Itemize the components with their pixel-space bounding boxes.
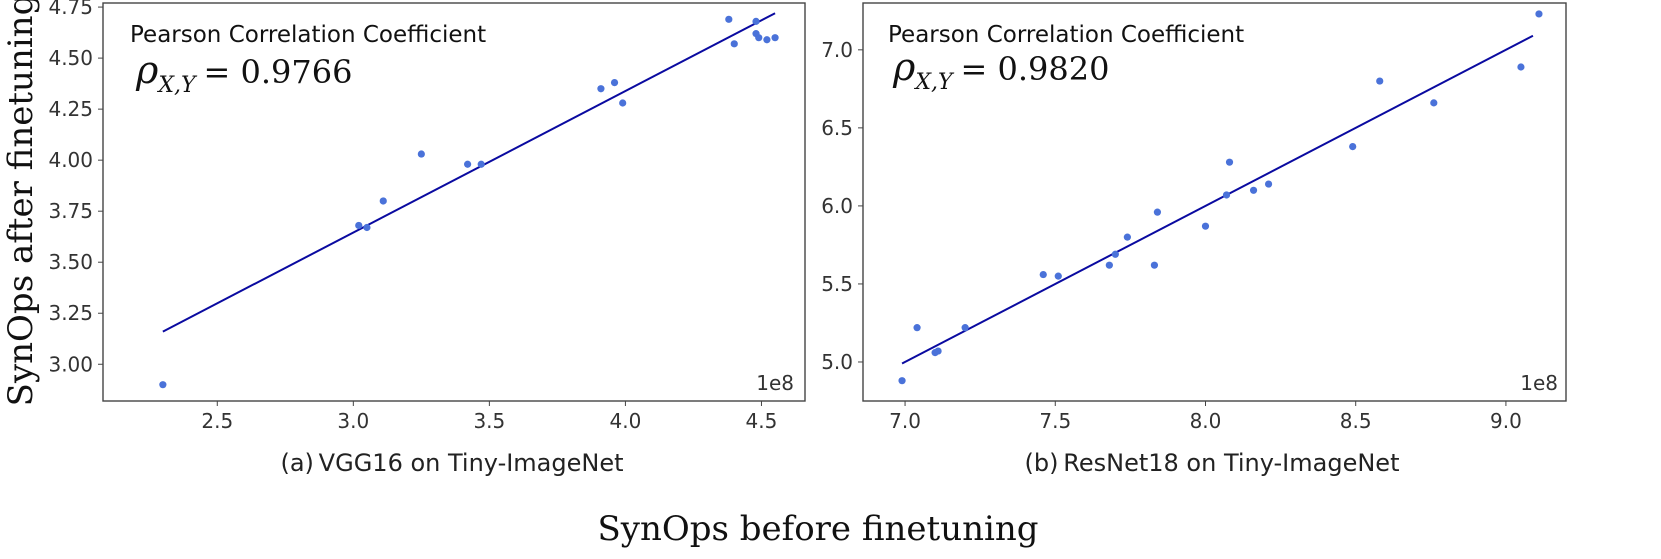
- panel-b-rho-value: = 0.9820: [961, 50, 1110, 88]
- panel-b-annotation: Pearson Correlation Coefficient: [888, 22, 1244, 48]
- panel-b-ytick-label: 5.0: [821, 350, 853, 374]
- panel-b-data-point: [1535, 10, 1543, 18]
- panel-b-data-point: [1123, 233, 1131, 241]
- panel-a-data-point: [752, 17, 760, 25]
- panel-a-offset-label: 1e8: [756, 371, 794, 395]
- figure-xlabel: SynOps before finetuning: [597, 509, 1038, 549]
- panel-a-axes-frame: [102, 2, 806, 402]
- panel-b-ytick-label: 6.0: [821, 194, 853, 218]
- panel-b-fit-line: [901, 34, 1534, 365]
- panel-b-xtick-label: 7.0: [889, 409, 921, 433]
- panel-b-rho: ρX,Y = 0.9820: [892, 45, 1109, 95]
- panel-a-rho-symbol: ρ: [135, 48, 159, 92]
- panel-a-data-point: [477, 160, 485, 168]
- panel-b-ytick-label: 7.0: [821, 38, 853, 62]
- panel-b-data-point: [961, 324, 969, 332]
- panel-a-ytick-label: 4.25: [48, 97, 93, 121]
- panel-b-data-point: [913, 324, 921, 332]
- panel-a-data-point: [363, 223, 371, 232]
- panel-b-xtick-label: 8.0: [1190, 409, 1222, 433]
- panel-b-rho-symbol: ρ: [892, 45, 916, 89]
- panel-a-rho: ρX,Y = 0.9766: [135, 48, 352, 98]
- panel-b-data-point: [1201, 222, 1210, 230]
- panel-b-data-point: [1105, 261, 1113, 269]
- panel-a-rho-value: = 0.9766: [204, 53, 353, 91]
- panel-b-data-point: [1111, 250, 1119, 258]
- panel-a-data-point: [597, 85, 605, 93]
- panel-a-plot: 2.5 3.0 3.5 4.0 4.5 3.00 3.25 3.50 3.75 4.00 4.25 4…: [48, 0, 806, 433]
- panel-b-data-point: [1225, 158, 1234, 166]
- panel-b-data-point: [1376, 77, 1384, 85]
- panel-b-data-point: [1264, 180, 1273, 188]
- panel-a-data-point: [610, 79, 619, 87]
- panel-a-xtick-label: 4.5: [746, 409, 778, 433]
- panel-a-data-point: [417, 150, 425, 158]
- panel-b-ytick-label: 6.5: [821, 116, 853, 140]
- panel-b-data-point: [1150, 261, 1159, 269]
- panel-a-ytick-label: 3.50: [48, 250, 93, 274]
- panel-b-rho-subscript: X,Y: [913, 70, 955, 95]
- figure-ylabel: SynOps after finetuning: [1, 0, 41, 406]
- panel-b-offset-label: 1e8: [1520, 371, 1558, 395]
- panel-b-axes-frame: [862, 2, 1567, 402]
- panel-b-data-point: [1430, 99, 1438, 107]
- panel-b-data-point: [1222, 191, 1231, 199]
- panel-a-data-point: [379, 197, 387, 205]
- panel-a-ytick-label: 3.00: [48, 352, 93, 376]
- panel-a-data-point: [355, 221, 363, 230]
- panel-b-data-point: [1039, 270, 1047, 279]
- panel-a-ytick-label: 3.25: [48, 301, 93, 325]
- panel-a-annotation: Pearson Correlation Coefficient: [130, 22, 486, 48]
- panel-b-plot: 7.0 7.5 8.0 8.5 9.0 5.0 5.5 6.0 6.5 7.0: [821, 2, 1567, 433]
- panel-b-data-point: [934, 347, 942, 355]
- panel-a-data-point: [763, 36, 771, 44]
- panel-b-data-point: [1249, 186, 1258, 194]
- panel-b-ytick-label: 5.5: [821, 272, 853, 296]
- panel-a-ytick-label: 4.00: [48, 148, 93, 172]
- panel-a: 2.5 3.0 3.5 4.0 4.5 3.00 3.25 3.50 3.75 4.00 4.25 4…: [48, 0, 806, 477]
- panel-a-xtick-label: 3.5: [473, 409, 505, 433]
- panel-b-data-point: [1349, 142, 1357, 151]
- panel-a-ytick-label: 4.50: [48, 46, 93, 70]
- panel-a-fit-line: [162, 12, 776, 333]
- panel-a-data-point: [730, 40, 738, 48]
- panel-a-data-point: [771, 34, 779, 42]
- panel-b-xtick-label: 8.5: [1340, 409, 1372, 433]
- panel-a-xtick-label: 3.0: [337, 409, 369, 433]
- panel-b-data-point: [1054, 272, 1062, 280]
- panel-a-ytick-label: 4.75: [48, 0, 93, 19]
- panel-b-xtick-label: 7.5: [1039, 409, 1071, 433]
- panel-a-data-point: [619, 99, 627, 107]
- panel-b-data-point: [898, 377, 906, 385]
- panel-a-xtick-label: 2.5: [201, 409, 233, 433]
- panel-b-xtick-label: 9.0: [1490, 409, 1522, 433]
- panel-a-xtick-label: 4.0: [610, 409, 642, 433]
- panel-a-rho-subscript: X,Y: [156, 73, 198, 98]
- panel-b-data-point: [1517, 63, 1525, 71]
- panel-a-data-point: [464, 160, 472, 168]
- panel-a-subtitle: (a) VGG16 on Tiny-ImageNet: [280, 449, 623, 477]
- panel-a-data-point: [159, 381, 167, 389]
- panel-b-subtitle: (b) ResNet18 on Tiny-ImageNet: [1025, 449, 1400, 477]
- panel-a-data-point: [755, 34, 763, 42]
- panel-a-ytick-label: 3.75: [48, 199, 93, 223]
- panel-b: 7.0 7.5 8.0 8.5 9.0 5.0 5.5 6.0 6.5 7.0 Pearson C…: [821, 2, 1567, 477]
- panel-b-data-point: [1153, 208, 1162, 216]
- panel-a-data-point: [725, 15, 733, 23]
